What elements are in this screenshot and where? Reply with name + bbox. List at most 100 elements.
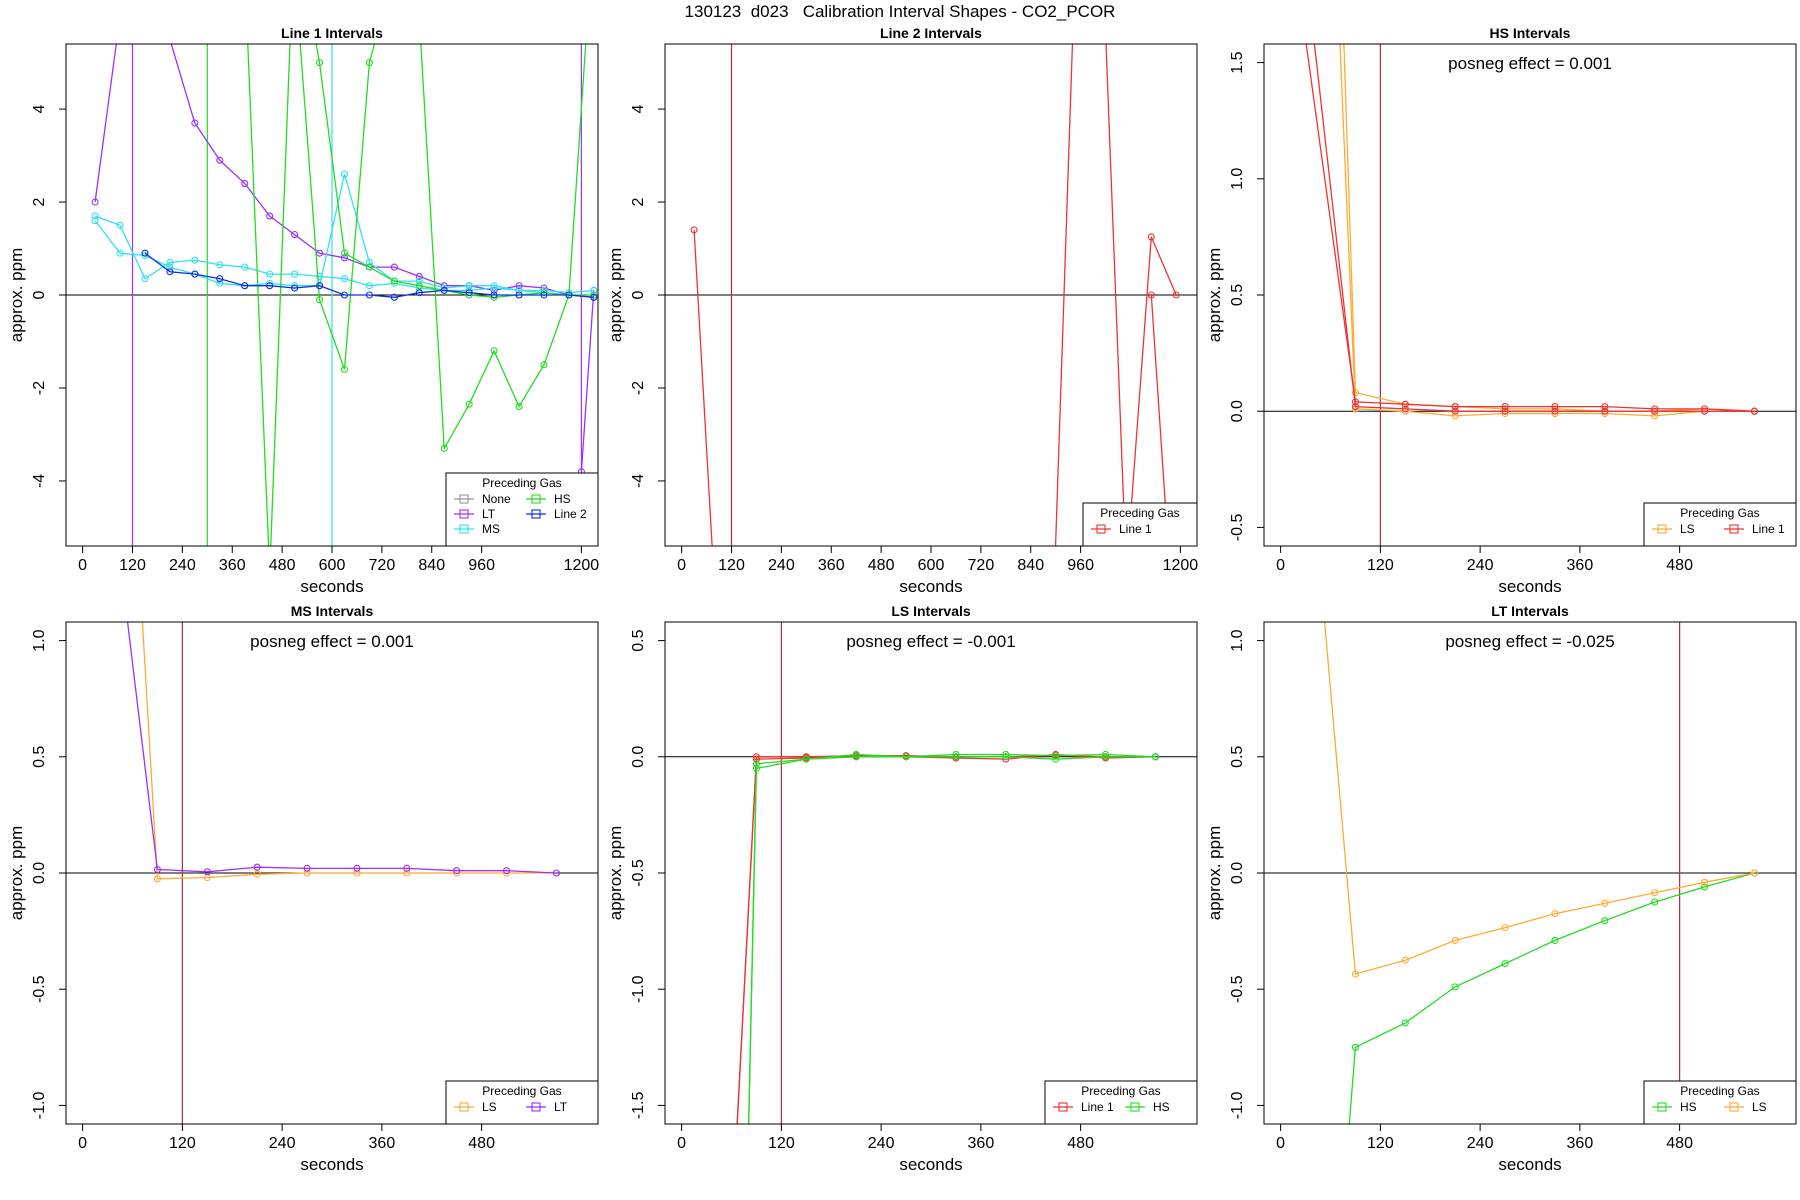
data-point (515, 291, 523, 299)
data-point (716, 664, 722, 670)
data-point (1601, 409, 1609, 418)
posneg-annotation: posneg effect = 0.001 (1448, 54, 1612, 73)
x-tick-label: 720 (369, 557, 396, 574)
data-point (1651, 898, 1659, 906)
plot-frame (65, 621, 599, 1125)
y-tick-label: 0 (630, 290, 647, 299)
data-point (690, 226, 698, 234)
data-point (166, 268, 174, 276)
x-tick-label: 960 (468, 557, 495, 574)
data-point (465, 286, 473, 294)
series-line (1343, 44, 1755, 412)
legend-swatch (531, 509, 541, 519)
series-line (1305, 44, 1755, 412)
data-point (191, 119, 199, 127)
data-point (1651, 405, 1659, 413)
data-point (590, 293, 598, 301)
data-point (490, 347, 498, 355)
data-point (490, 291, 498, 299)
data-point (241, 179, 249, 187)
data-point (303, 864, 311, 872)
legend-label: HS (1153, 1100, 1170, 1114)
data-point (1651, 407, 1659, 415)
series-line (141, 622, 557, 880)
x-tick-label: 480 (468, 1135, 495, 1152)
data-point (117, 13, 123, 19)
data-point (1701, 405, 1709, 413)
data-point (1002, 750, 1010, 759)
data-point (1501, 405, 1509, 413)
legend-box (1643, 502, 1797, 547)
data-point (191, 270, 199, 278)
x-tick-label: 360 (968, 1135, 995, 1152)
data-point (902, 753, 910, 761)
y-tick-label: -0.5 (1229, 975, 1246, 1003)
x-tick-label: 480 (1067, 1135, 1094, 1152)
data-point (490, 284, 498, 292)
x-tick-label: 840 (418, 557, 445, 574)
legend-box (445, 472, 599, 547)
x-tick-label: 480 (1666, 1135, 1693, 1152)
legend: Preceding Gas Line 1 (1082, 502, 1198, 547)
data-point (167, 36, 173, 42)
data-point (1147, 291, 1155, 299)
legend-swatch (531, 1102, 541, 1112)
data-point (1601, 917, 1609, 925)
x-tick-label: 960 (1067, 557, 1094, 574)
legend-swatch (531, 494, 541, 504)
legend-swatch (1058, 1102, 1068, 1112)
legend-swatch (459, 509, 469, 519)
legend-label: LS (482, 1100, 497, 1114)
data-point (590, 291, 598, 299)
plot-area (66, 591, 598, 1124)
y-tick-label: -4 (31, 474, 48, 488)
x-tick-label: 360 (1567, 1135, 1594, 1152)
data-point (340, 275, 349, 283)
data-point (353, 864, 361, 872)
data-point (745, 1149, 751, 1155)
x-tick-label: 480 (868, 557, 895, 574)
plot-area (66, 13, 598, 546)
series-line (1150, 294, 1169, 546)
data-point (1351, 403, 1359, 411)
data-point (1319, 591, 1325, 597)
legend: Preceding Gas LS LT (445, 1080, 599, 1125)
legend-swatch (459, 1102, 469, 1112)
data-point (465, 282, 473, 290)
data-point (365, 59, 373, 67)
x-tick-label: 480 (269, 557, 296, 574)
x-tick-label: 0 (78, 1135, 87, 1152)
data-point (540, 361, 548, 369)
legend: Preceding Gas HS LS (1643, 1080, 1797, 1125)
data-point (1601, 407, 1609, 415)
data-point (1401, 400, 1409, 408)
x-tick-label: 0 (1276, 557, 1285, 574)
panel-title: LT Intervals (1491, 603, 1569, 619)
data-point (1311, 36, 1317, 42)
data-point (565, 291, 573, 299)
series-line (94, 215, 594, 294)
data-point (266, 270, 274, 278)
data-point (733, 1149, 739, 1155)
data-point (121, 591, 127, 597)
data-point (1501, 924, 1509, 932)
data-point (1501, 409, 1509, 418)
y-tick-label: 1.0 (1229, 629, 1246, 651)
data-point (415, 277, 423, 285)
x-tick-label: 240 (269, 1135, 296, 1152)
y-tick-label: -2 (31, 381, 48, 395)
posneg-annotation: posneg effect = -0.025 (1445, 632, 1614, 651)
data-point (1303, 36, 1309, 42)
plot-frame (65, 43, 599, 547)
x-tick-label: 720 (968, 557, 995, 574)
data-point (1102, 750, 1110, 759)
series-line (748, 753, 1156, 1124)
legend-label: HS (554, 492, 571, 506)
legend-label: LT (482, 507, 496, 521)
panel-title: LS Intervals (891, 603, 971, 619)
y-tick-label: 0.5 (630, 629, 647, 651)
data-point (403, 864, 411, 872)
plot-frame (1263, 43, 1797, 547)
